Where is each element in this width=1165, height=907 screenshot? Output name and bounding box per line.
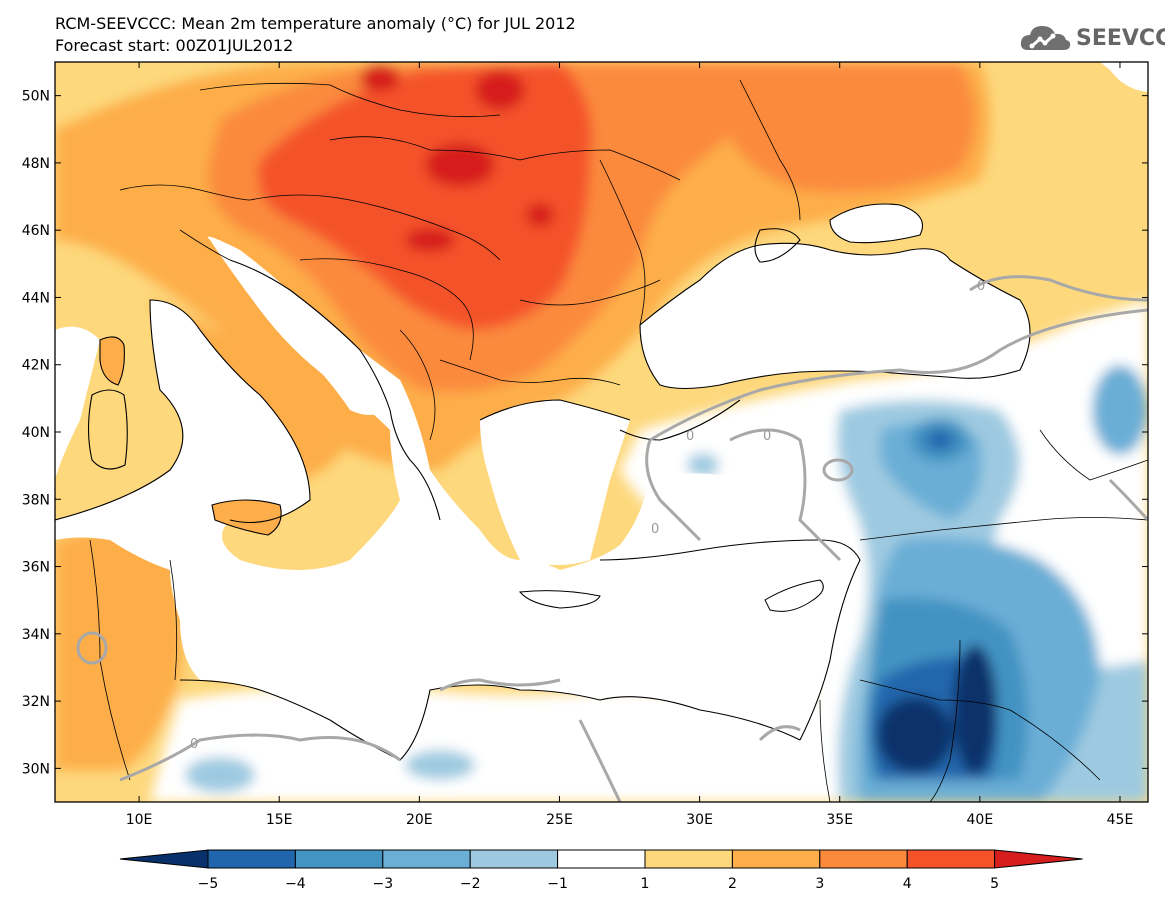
seas bbox=[55, 62, 1148, 760]
colorbar-label: −3 bbox=[372, 876, 393, 892]
contour-label: 0 bbox=[651, 522, 659, 537]
forecast-start: Forecast start: 00Z01JUL2012 bbox=[55, 36, 294, 55]
contour-labels: 0 0 0 0 0 bbox=[190, 279, 985, 752]
lat-tick-label: 36N bbox=[22, 560, 50, 576]
lon-tick-label: 10E bbox=[126, 812, 153, 828]
latitude-labels: 50N 48N 46N 44N 42N 40N 38N 36N 34N 32N 30N bbox=[22, 89, 1148, 777]
logo-text: SEEVCCC bbox=[1076, 26, 1165, 51]
colorbar-segment bbox=[731, 849, 821, 869]
colorbar: −5 −4 −3 −2 −1 1 2 3 4 5 bbox=[119, 849, 1083, 892]
lat-tick-label: 34N bbox=[22, 627, 50, 643]
colorbar-min-arrow bbox=[119, 849, 209, 869]
zero-contours bbox=[76, 275, 1148, 802]
colorbar-segment bbox=[906, 849, 996, 869]
lon-tick-label: 35E bbox=[826, 812, 853, 828]
anomaly-field: 0 0 0 0 0 bbox=[55, 62, 1148, 802]
lat-tick-label: 48N bbox=[22, 156, 50, 172]
cloud-icon bbox=[1020, 26, 1071, 50]
lat-tick-label: 38N bbox=[22, 492, 50, 508]
contour-label: 0 bbox=[190, 737, 198, 752]
islands bbox=[88, 336, 824, 612]
lat-tick-label: 46N bbox=[22, 223, 50, 239]
lon-tick-label: 25E bbox=[546, 812, 573, 828]
colorbar-label: −1 bbox=[547, 876, 568, 892]
lat-tick-label: 40N bbox=[22, 425, 50, 441]
coastlines bbox=[55, 203, 1031, 761]
colorbar-label: −2 bbox=[460, 876, 481, 892]
colorbar-label: −5 bbox=[198, 876, 219, 892]
colorbar-segment bbox=[644, 849, 733, 869]
seevccc-logo: SEEVCCC bbox=[1018, 22, 1165, 56]
lon-tick-label: 45E bbox=[1107, 812, 1134, 828]
colorbar-label: −4 bbox=[285, 876, 306, 892]
lon-tick-label: 15E bbox=[266, 812, 293, 828]
colorbar-label: 5 bbox=[990, 876, 999, 892]
colorbar-segment bbox=[557, 849, 646, 869]
colorbar-label: 4 bbox=[903, 876, 912, 892]
colorbar-segment bbox=[294, 849, 384, 869]
lat-tick-label: 44N bbox=[22, 290, 50, 306]
contour-label: 0 bbox=[686, 429, 694, 444]
colorbar-label: 1 bbox=[641, 876, 650, 892]
lat-tick-label: 32N bbox=[22, 694, 50, 710]
map-title: RCM-SEEVCCC: Mean 2m temperature anomaly… bbox=[55, 14, 576, 33]
colorbar-segment bbox=[382, 849, 471, 869]
lon-tick-label: 30E bbox=[686, 812, 713, 828]
lat-tick-label: 30N bbox=[22, 761, 50, 777]
colorbar-max-arrow bbox=[994, 849, 1083, 869]
lon-tick-label: 20E bbox=[406, 812, 433, 828]
colorbar-label: 3 bbox=[815, 876, 824, 892]
colorbar-segment bbox=[207, 849, 296, 869]
contour-label: 0 bbox=[763, 429, 771, 444]
colorbar-segment bbox=[469, 849, 559, 869]
lat-tick-label: 50N bbox=[22, 89, 50, 105]
lon-tick-label: 40E bbox=[967, 812, 994, 828]
lat-tick-label: 42N bbox=[22, 358, 50, 374]
contour-label: 0 bbox=[977, 279, 985, 294]
colorbar-label: 2 bbox=[728, 876, 737, 892]
longitude-labels: 10E 15E 20E 25E 30E 35E 40E 45E bbox=[126, 62, 1134, 828]
colorbar-segment bbox=[819, 849, 908, 869]
